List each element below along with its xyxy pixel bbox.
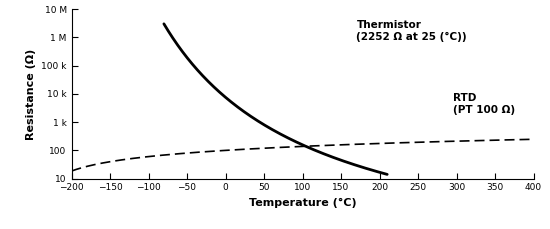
Y-axis label: Resistance (Ω): Resistance (Ω) (26, 48, 36, 139)
Text: Thermistor
(2252 Ω at 25 (°C)): Thermistor (2252 Ω at 25 (°C)) (356, 20, 467, 42)
X-axis label: Temperature (°C): Temperature (°C) (249, 198, 356, 208)
Text: RTD
(PT 100 Ω): RTD (PT 100 Ω) (453, 93, 515, 115)
